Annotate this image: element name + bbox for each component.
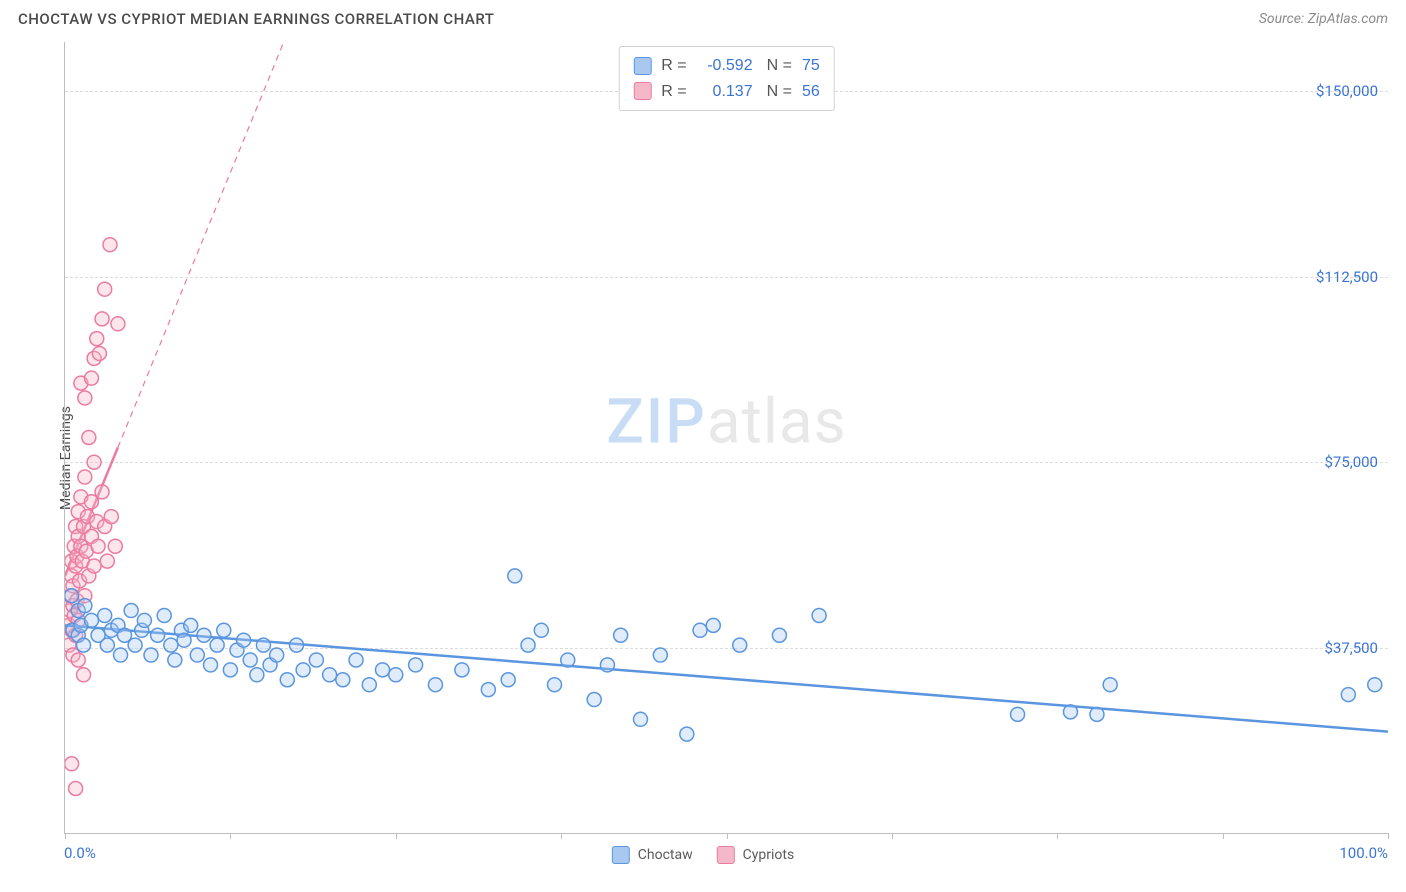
legend-swatch-choctaw bbox=[612, 846, 630, 864]
correlation-legend: R = -0.592 N = 75 R = 0.137 N = 56 bbox=[618, 46, 834, 111]
n-label: N = bbox=[767, 53, 792, 79]
n-value-choctaw: 75 bbox=[802, 53, 820, 79]
plot-area: ZIPatlas R = -0.592 N = 75 R = 0.137 N =… bbox=[64, 42, 1388, 834]
r-label: R = bbox=[661, 79, 686, 105]
correlation-swatch-choctaw bbox=[633, 57, 651, 75]
x-axis-min-label: 0.0% bbox=[64, 844, 96, 862]
legend-swatch-cypriots bbox=[717, 846, 735, 864]
x-tick bbox=[396, 833, 397, 839]
x-tick bbox=[1223, 833, 1224, 839]
legend-item-choctaw: Choctaw bbox=[612, 846, 693, 864]
x-tick bbox=[65, 833, 66, 839]
chart-header: CHOCTAW VS CYPRIOT MEDIAN EARNINGS CORRE… bbox=[0, 0, 1406, 34]
x-axis-max-label: 100.0% bbox=[1339, 844, 1388, 862]
chart-container: Median Earnings ZIPatlas R = -0.592 N = … bbox=[18, 42, 1388, 874]
correlation-swatch-cypriots bbox=[633, 82, 651, 100]
x-tick bbox=[727, 833, 728, 839]
legend-label-cypriots: Cypriots bbox=[743, 847, 795, 863]
n-value-cypriots: 56 bbox=[802, 79, 820, 105]
scatter-plot-svg bbox=[65, 42, 1388, 833]
x-tick bbox=[1057, 833, 1058, 839]
legend-label-choctaw: Choctaw bbox=[638, 847, 693, 863]
x-tick bbox=[892, 833, 893, 839]
chart-title: CHOCTAW VS CYPRIOT MEDIAN EARNINGS CORRE… bbox=[18, 10, 494, 28]
correlation-legend-row: R = 0.137 N = 56 bbox=[633, 79, 819, 105]
chart-source: Source: ZipAtlas.com bbox=[1259, 11, 1388, 27]
x-tick bbox=[230, 833, 231, 839]
correlation-legend-row: R = -0.592 N = 75 bbox=[633, 53, 819, 79]
series-legend: Choctaw Cypriots bbox=[612, 846, 794, 864]
r-value-choctaw: -0.592 bbox=[697, 53, 753, 79]
x-tick bbox=[561, 833, 562, 839]
x-tick bbox=[1388, 833, 1389, 839]
legend-item-cypriots: Cypriots bbox=[717, 846, 795, 864]
r-value-cypriots: 0.137 bbox=[697, 79, 753, 105]
n-label: N = bbox=[767, 79, 792, 105]
r-label: R = bbox=[661, 53, 686, 79]
